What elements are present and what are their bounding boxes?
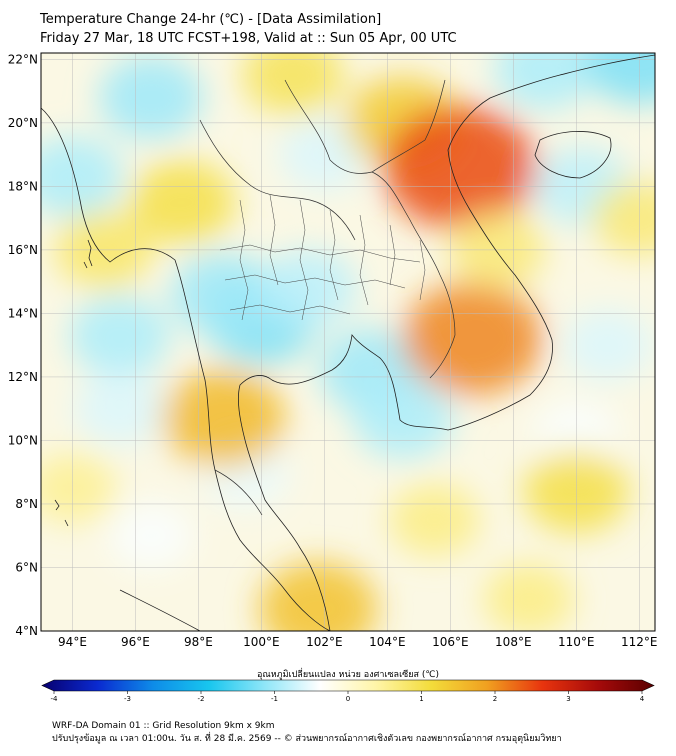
field-blob-1 <box>41 136 124 218</box>
colorbar-tick-label: 4 <box>640 695 645 703</box>
field-blob-7 <box>68 295 171 377</box>
coastline-mainland <box>41 54 655 631</box>
colorbar-title: อุณหภูมิเปลี่ยนแปลง หน่วย องศาเซลเซียส (… <box>257 667 439 680</box>
field-blob-16 <box>109 502 194 570</box>
field-blob-18 <box>382 105 537 229</box>
lat-tick-label: 12°N <box>8 370 38 384</box>
longitude-labels: 94°E 96°E 98°E 100°E 102°E 104°E 106°E 108°E 110… <box>58 635 657 649</box>
field-blob-28 <box>41 453 117 524</box>
field-blob-0 <box>98 55 204 140</box>
lat-tick-label: 20°N <box>8 116 38 130</box>
lat-tick-label: 14°N <box>8 306 38 320</box>
field-blob-22 <box>130 160 236 245</box>
footer-credits: ปรับปรุงข้อมูล ณ เวลา 01:00น. วัน ส. ที่… <box>52 734 562 744</box>
field-blob-29 <box>483 562 575 631</box>
coastlines-borders <box>41 54 655 631</box>
lon-tick-label: 110°E <box>558 635 595 649</box>
latitude-labels: 22°N 20°N 18°N 16°N 14°N 12°N 10°N 8°N 6°N 4°N <box>8 52 38 638</box>
lon-tick-label: 112°E <box>621 635 658 649</box>
lat-tick-label: 10°N <box>8 433 38 447</box>
chart-title: Temperature Change 24-hr (℃) - [Data Ass… <box>40 12 382 27</box>
lat-tick-label: 22°N <box>8 52 38 66</box>
lat-tick-label: 4°N <box>15 624 38 638</box>
coastline-sumatra <box>119 589 201 631</box>
lon-tick-label: 96°E <box>121 635 150 649</box>
colorbar-tick-label: -4 <box>51 695 59 703</box>
colorbar-ticks: -4 -3 -2 -1 0 1 2 3 4 <box>51 691 645 703</box>
lon-tick-label: 106°E <box>432 635 469 649</box>
coastline-andaman <box>54 239 93 527</box>
lat-tick-label: 16°N <box>8 243 38 257</box>
colorbar-tick-label: 3 <box>566 695 570 703</box>
lon-tick-label: 108°E <box>495 635 532 649</box>
field-blob-19 <box>402 282 543 395</box>
colorbar-tick-label: 0 <box>346 695 350 703</box>
footer-model-info: WRF-DA Domain 01 :: Grid Resolution 9km … <box>52 721 275 731</box>
chart-subtitle: Friday 27 Mar, 18 UTC FCST+198, Valid at… <box>40 31 457 46</box>
plot-frame <box>40 52 656 632</box>
colorbar-tick-label: 2 <box>493 695 497 703</box>
lon-tick-label: 102°E <box>306 635 343 649</box>
field-blob-10 <box>494 53 596 110</box>
field-blob-8 <box>74 372 166 446</box>
colorbar-tick-label: 1 <box>419 695 423 703</box>
field-blob-3 <box>171 252 277 337</box>
lon-tick-label: 98°E <box>184 635 213 649</box>
lat-tick-label: 8°N <box>15 497 38 511</box>
field-blob-20 <box>162 369 285 468</box>
coastline-hainan <box>534 131 612 179</box>
lon-tick-label: 104°E <box>369 635 406 649</box>
plot-area <box>41 53 655 631</box>
lat-tick-label: 6°N <box>15 560 38 574</box>
field-blob-5 <box>352 377 454 459</box>
colorbar-tick-label: -1 <box>271 695 278 703</box>
field-blob-6 <box>259 248 358 328</box>
colorbar <box>41 679 655 692</box>
province-boundaries <box>219 194 426 321</box>
field-blob-21 <box>258 561 378 631</box>
temperature-field <box>41 53 655 631</box>
colorbar-tick-label: -3 <box>124 695 131 703</box>
lon-tick-label: 100°E <box>243 635 280 649</box>
colorbar-tick-label: -2 <box>198 695 205 703</box>
lon-tick-label: 94°E <box>58 635 87 649</box>
field-blob-23 <box>242 53 344 116</box>
field-blob-27 <box>389 483 481 557</box>
field-blob-11 <box>583 53 655 105</box>
field-blob-12 <box>562 308 654 382</box>
country-borders <box>199 79 456 516</box>
lat-tick-label: 18°N <box>8 179 38 193</box>
